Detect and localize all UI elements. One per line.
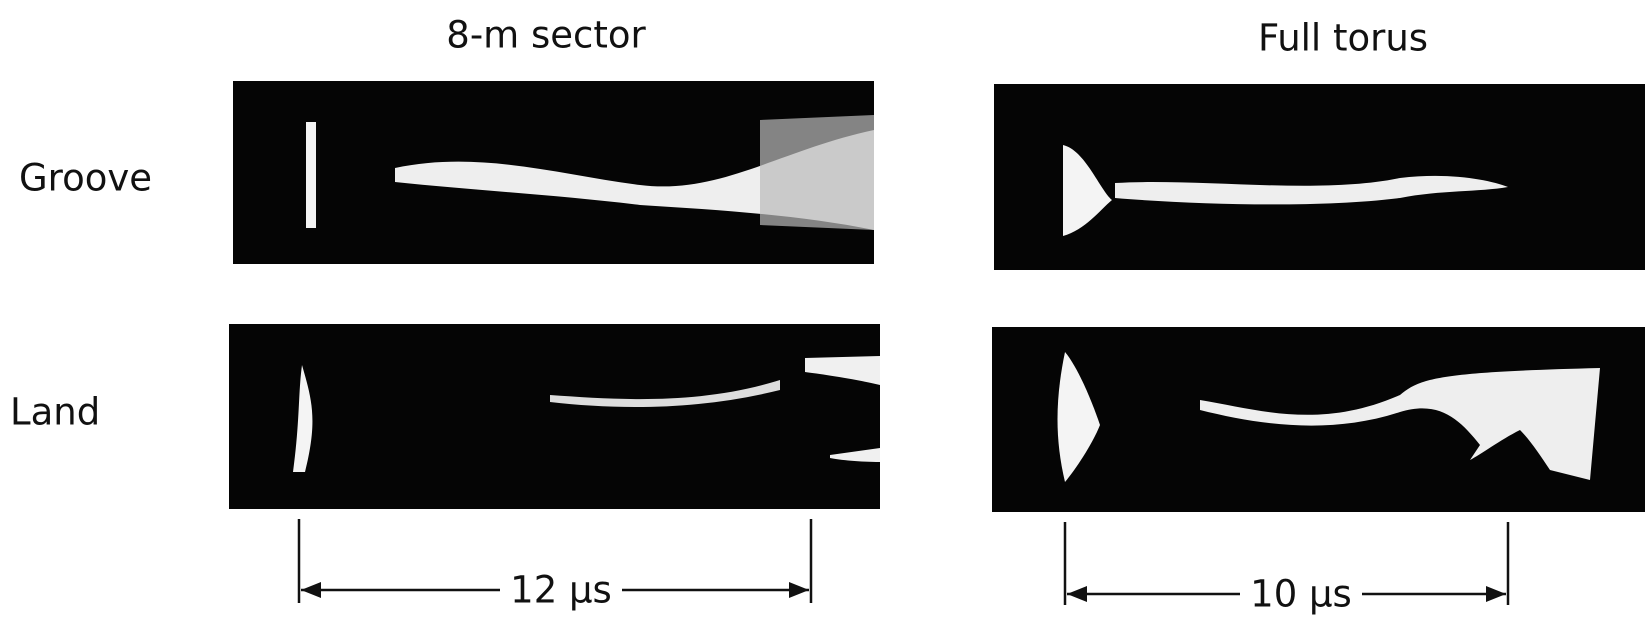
- row-label: Groove: [19, 157, 152, 200]
- row-label: Land: [10, 391, 100, 434]
- column-title: Full torus: [1258, 17, 1428, 60]
- scale-label: 10 μs: [1250, 573, 1352, 616]
- streak-photo: [994, 84, 1645, 270]
- scale-label: 12 μs: [510, 569, 612, 612]
- column-title: 8-m sector: [446, 14, 646, 57]
- figure: 8-m sector Full torus Groove Land 12 μs: [0, 0, 1645, 622]
- streak-photo: [992, 327, 1645, 512]
- page: 8-m sector Full torus Groove Land 12 μs: [0, 0, 1645, 622]
- streak-photo: [229, 324, 880, 509]
- streak-photo: [233, 81, 874, 264]
